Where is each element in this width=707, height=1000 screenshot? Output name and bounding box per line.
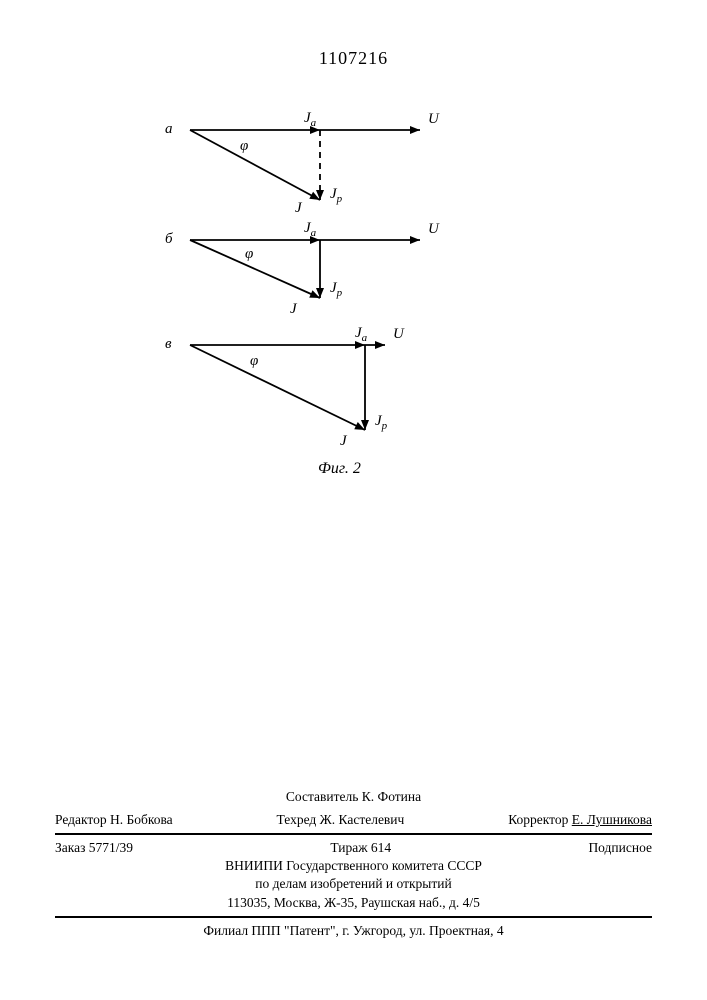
svg-text:б: б <box>165 231 173 247</box>
svg-text:φ: φ <box>240 138 248 154</box>
svg-text:а: а <box>165 121 173 137</box>
divider-1 <box>55 833 652 835</box>
svg-text:Jp: Jp <box>375 413 388 432</box>
branch-line: Филиал ППП "Патент", г. Ужгород, ул. Про… <box>55 922 652 940</box>
compiler-line: Составитель К. Фотина <box>55 788 652 806</box>
svg-text:J: J <box>340 433 348 449</box>
svg-text:φ: φ <box>250 353 258 369</box>
vector-panel-а: а φ U Ja J Jp <box>165 110 440 216</box>
svg-text:в: в <box>165 336 172 352</box>
svg-text:Jp: Jp <box>330 280 343 299</box>
footer-block: Составитель К. Фотина Редактор Н. Бобков… <box>55 788 652 940</box>
figure-caption: Фиг. 2 <box>318 460 361 478</box>
svg-text:Ja: Ja <box>304 220 317 239</box>
order-number: Заказ 5771/39 <box>55 839 133 857</box>
svg-text:U: U <box>428 221 440 237</box>
tirazh: Тираж 614 <box>330 839 391 857</box>
editor-line: Редактор Н. Бобкова <box>55 811 173 829</box>
svg-text:φ: φ <box>245 246 253 262</box>
svg-text:U: U <box>428 111 440 127</box>
tech-line: Техред Ж. Кастелевич <box>277 811 405 829</box>
svg-text:Jp: Jp <box>330 186 343 205</box>
corrector-line: Корректор Е. Лушникова <box>508 811 652 829</box>
credits-row: Редактор Н. Бобкова Техред Ж. Кастелевич… <box>55 811 652 829</box>
org-line-1: ВНИИПИ Государственного комитета СССР <box>55 857 652 875</box>
svg-text:J: J <box>290 301 298 317</box>
org-line-2: по делам изобретений и открытий <box>55 875 652 893</box>
address-line: 113035, Москва, Ж-35, Раушская наб., д. … <box>55 894 652 912</box>
vector-panel-в: в φ U Ja J Jp <box>165 325 405 449</box>
svg-text:Ja: Ja <box>355 325 368 344</box>
svg-text:U: U <box>393 326 405 342</box>
subscription: Подписное <box>588 839 652 857</box>
print-info-row: Заказ 5771/39 Тираж 614 Подписное <box>55 839 652 857</box>
svg-text:J: J <box>295 200 303 216</box>
vector-diagrams: аφUJaJJpбφUJaJJpвφUJaJJp <box>0 0 707 520</box>
divider-2 <box>55 916 652 918</box>
vector-panel-б: б φ U Ja J Jp <box>165 220 440 317</box>
svg-text:Ja: Ja <box>304 110 317 129</box>
